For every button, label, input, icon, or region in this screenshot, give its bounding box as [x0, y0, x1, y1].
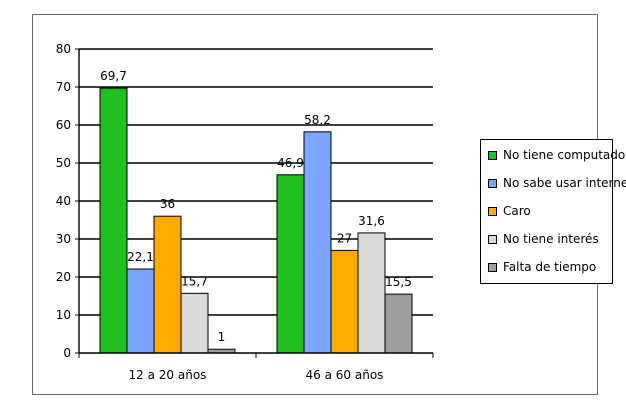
legend: No tiene computador No sabe usar interne… [480, 139, 626, 284]
data-label-2-0: 36 [160, 197, 175, 211]
legend-swatch-2 [488, 206, 497, 216]
bar-4-1 [384, 293, 413, 354]
data-label-3-1: 31,6 [358, 214, 385, 228]
y-tick-label-20: 20 [56, 270, 71, 284]
bar-2-0 [153, 215, 182, 354]
legend-label-4: Falta de tiempo [503, 260, 597, 274]
y-tick-label-50: 50 [56, 156, 71, 170]
bar-1-1 [303, 131, 332, 354]
legend-label-2: Caro [503, 204, 531, 218]
data-label-3-0: 15,7 [181, 274, 208, 288]
legend-item-0: No tiene computador [488, 148, 626, 162]
bar-3-0 [180, 292, 209, 354]
bar-3-1 [357, 232, 386, 354]
bars [99, 87, 413, 354]
legend-item-4: Falta de tiempo [488, 260, 596, 274]
legend-swatch-3 [488, 234, 497, 244]
y-axis-ticks: 0 10 20 30 40 50 60 70 80 [56, 42, 79, 360]
y-tick-label-40: 40 [56, 194, 71, 208]
category-labels: 12 a 20 años 46 a 60 años [129, 368, 384, 382]
legend-swatch-1 [488, 178, 497, 188]
y-tick-label-30: 30 [56, 232, 71, 246]
data-labels: 69,7 22,1 36 15,7 1 46,9 58,2 27 31,6 15,5 [100, 69, 412, 344]
bar-chart: 0 10 20 30 40 50 60 70 80 69,7 22,1 36 15,7 1 46,9 58,… [56, 42, 434, 382]
legend-item-2: Caro [488, 204, 531, 218]
data-label-0-1: 46,9 [277, 156, 304, 170]
data-label-4-1: 15,5 [385, 275, 412, 289]
y-tick-label-80: 80 [56, 42, 71, 56]
y-tick-label-10: 10 [56, 308, 71, 322]
legend-label-1: No sabe usar internet [503, 176, 626, 190]
data-label-2-1: 27 [337, 231, 352, 245]
legend-item-1: No sabe usar internet [488, 176, 626, 190]
data-label-1-1: 58,2 [304, 113, 331, 127]
category-label-1: 46 a 60 años [306, 368, 384, 382]
data-label-1-0: 22,1 [127, 250, 154, 264]
data-label-4-0: 1 [218, 330, 226, 344]
data-label-0-0: 69,7 [100, 69, 127, 83]
y-tick-label-70: 70 [56, 80, 71, 94]
y-tick-label-0: 0 [63, 346, 71, 360]
bar-0-1 [276, 174, 305, 354]
category-label-0: 12 a 20 años [129, 368, 207, 382]
chart-frame: 0 10 20 30 40 50 60 70 80 69,7 22,1 36 15,7 1 46,9 58,… [32, 14, 626, 395]
y-tick-label-60: 60 [56, 118, 71, 132]
legend-label-3: No tiene interés [503, 232, 599, 246]
bar-2-1 [330, 249, 359, 354]
legend-label-0: No tiene computador [503, 148, 626, 162]
bar-1-0 [126, 268, 155, 354]
bar-0-0 [99, 87, 128, 354]
legend-swatch-4 [488, 262, 497, 272]
legend-item-3: No tiene interés [488, 232, 599, 246]
legend-swatch-0 [488, 150, 497, 160]
